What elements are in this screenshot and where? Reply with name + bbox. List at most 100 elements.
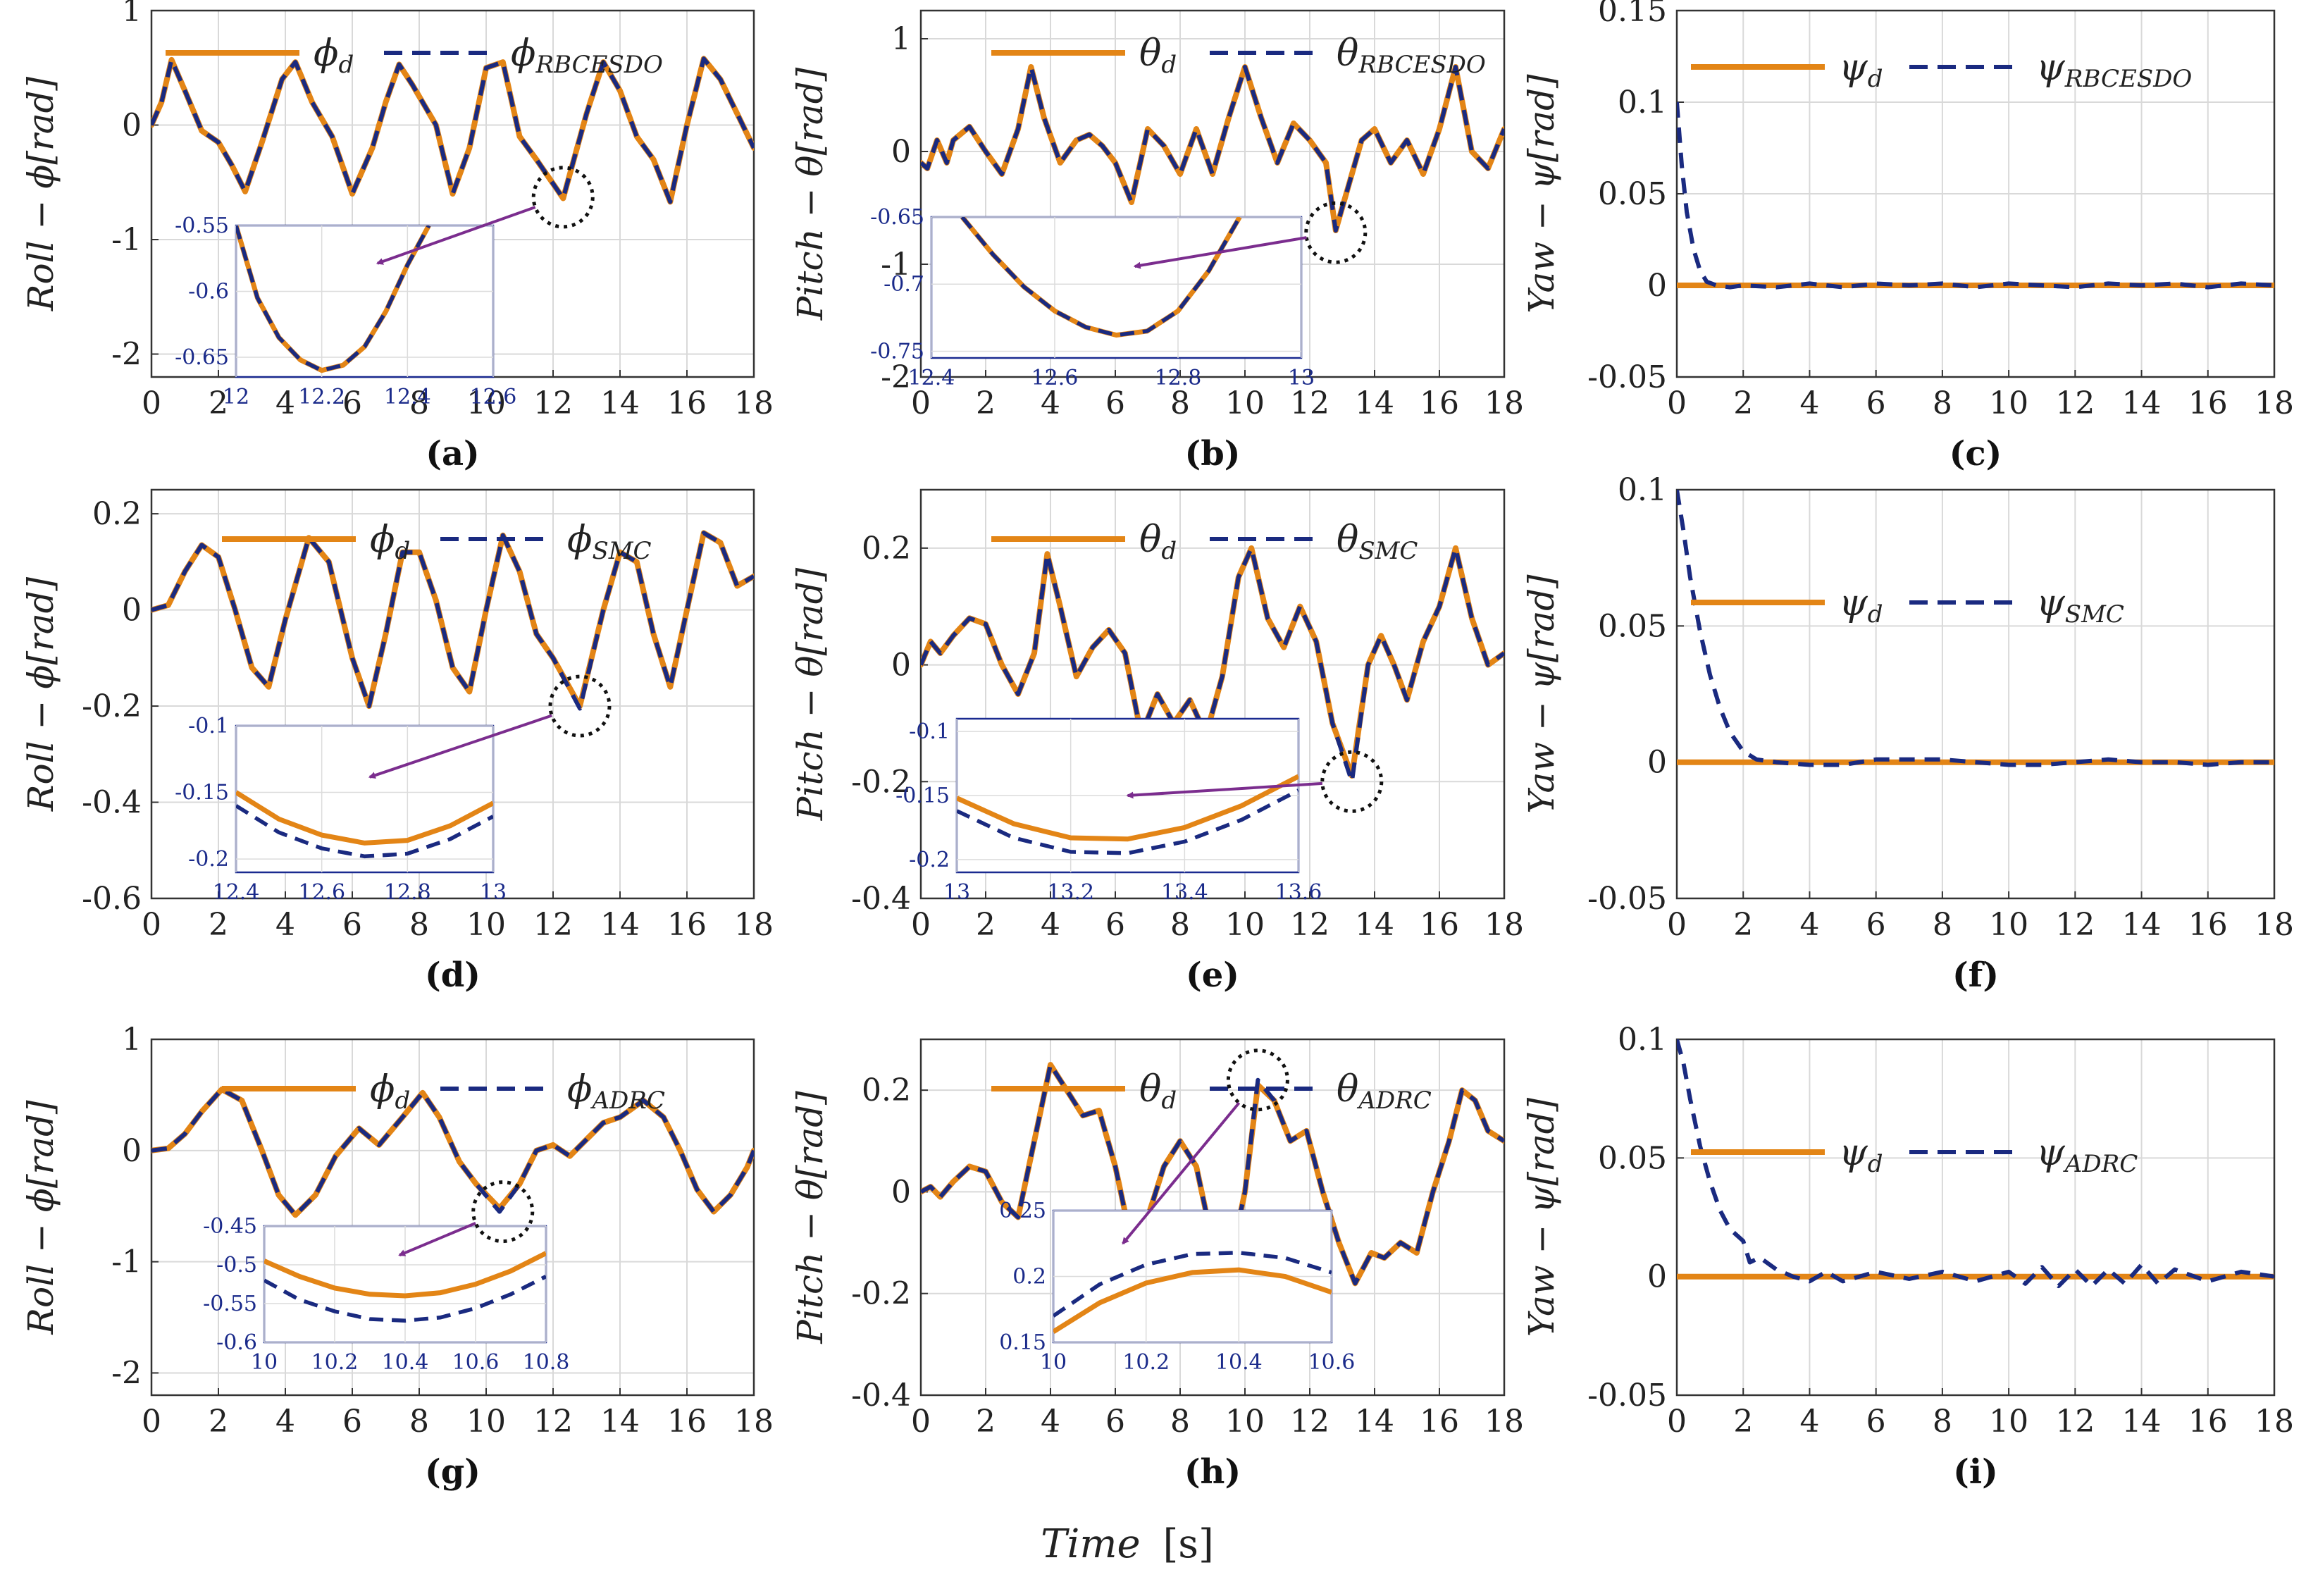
x-tick-label: 0 xyxy=(911,1404,931,1440)
y-tick-label: -0.05 xyxy=(1587,1378,1667,1413)
x-tick-label: 0 xyxy=(1667,907,1687,943)
legend-symbol: ψ xyxy=(1839,582,1868,624)
x-tick-label: 10 xyxy=(1989,385,2028,421)
x-tick-label: 12 xyxy=(533,1404,573,1440)
inset-line-actual xyxy=(264,1275,546,1323)
legend-label-desired: ψd xyxy=(1839,582,1883,629)
legend-subscript: d xyxy=(1161,537,1177,565)
y-tick-label: -2 xyxy=(111,1355,142,1391)
zoom-arrow xyxy=(1126,781,1323,799)
legend: ϕd ϕRBCESDO xyxy=(166,32,663,79)
legend-label-desired: ψd xyxy=(1839,1132,1883,1178)
legend: ψd ψADRC xyxy=(1691,1132,2138,1178)
x-tick-label: 6 xyxy=(1105,1404,1125,1440)
y-tick-label: -0.4 xyxy=(851,1378,911,1413)
inset-y-tick-label: -0.55 xyxy=(175,214,229,238)
y-axis-label: Pitch − θ[rad] xyxy=(790,67,831,321)
x-tick-label: 8 xyxy=(1170,1404,1190,1440)
legend-subscript: SMC xyxy=(592,537,651,565)
x-tick-label: 8 xyxy=(1170,385,1190,421)
inset-x-tick-label: 12.6 xyxy=(470,385,517,409)
legend-label-actual: ψADRC xyxy=(2036,1132,2138,1178)
axes-frame xyxy=(150,488,755,900)
y-tick-label: -0.6 xyxy=(82,881,142,917)
y-tick-label: 0 xyxy=(122,1133,142,1169)
panel-h: 0 2 4 6 8 10 12 14 16 18 -0.4 -0.2 0 0.2 Pitch − θ[rad… xyxy=(790,1038,1524,1492)
series-line-actual xyxy=(151,531,754,711)
x-tick-label: 10 xyxy=(1225,385,1265,421)
legend: θd θSMC xyxy=(991,519,1418,565)
x-tick-label: 0 xyxy=(1667,385,1687,421)
inset-y-tick-label: -0.55 xyxy=(203,1292,257,1316)
y-tick-label: 0.05 xyxy=(1598,608,1667,644)
legend: ψd ψRBCESDO xyxy=(1691,47,2192,93)
x-tick-label: 10 xyxy=(466,385,506,421)
x-tick-label: 12 xyxy=(2055,907,2095,943)
axes-frame xyxy=(919,488,1506,900)
series-group xyxy=(921,64,1504,233)
x-tick-label: 12 xyxy=(1290,385,1329,421)
legend-subscript: d xyxy=(1868,65,1883,93)
series-line-actual xyxy=(1677,101,2274,290)
x-tick-label: 2 xyxy=(1733,907,1753,943)
y-tick-label: -2 xyxy=(111,337,142,373)
x-tick-label: 6 xyxy=(342,385,362,421)
inset: 12.4 12.6 12.8 13 -0.1 -0.15 -0.2 xyxy=(175,714,507,905)
x-tick-label: 4 xyxy=(1799,385,1819,421)
series-line-actual xyxy=(151,1087,754,1218)
x-tick-label: 8 xyxy=(409,907,429,943)
inset-line-desired xyxy=(1053,1267,1332,1334)
axes-frame xyxy=(150,1038,755,1397)
inset-y-tick-label: 0.15 xyxy=(999,1330,1046,1355)
y-tick-label: 0.1 xyxy=(1618,1022,1667,1058)
legend-label-actual: ψSMC xyxy=(2036,582,2124,629)
inset-x-tick-label: 12.4 xyxy=(213,880,260,905)
legend-label-desired: ϕd xyxy=(370,519,410,565)
inset: 10 10.2 10.4 10.6 0.25 0.2 0.15 xyxy=(999,1199,1355,1375)
y-tick-label: -0.05 xyxy=(1587,881,1667,917)
x-tick-label: 12 xyxy=(2055,1404,2095,1440)
inset-x-tick-label: 13 xyxy=(480,880,507,905)
y-tick-label: 0 xyxy=(1647,745,1667,781)
series-line-actual xyxy=(921,65,1504,233)
x-tick-label: 2 xyxy=(209,385,228,421)
x-tick-label: 8 xyxy=(1933,385,1952,421)
y-axis-label: Roll − ϕ[rad] xyxy=(20,576,61,812)
x-tick-label: 8 xyxy=(409,385,429,421)
x-tick-label: 4 xyxy=(1041,907,1060,943)
inset-y-tick-label: -0.1 xyxy=(909,719,950,744)
x-tick-label: 18 xyxy=(1484,907,1524,943)
x-tick-label: 4 xyxy=(1041,385,1060,421)
inset-x-tick-label: 12 xyxy=(223,385,249,409)
inset-y-tick-label: 0.25 xyxy=(999,1199,1046,1223)
x-tick-label: 8 xyxy=(1170,907,1190,943)
inset-x-tick-label: 12.6 xyxy=(298,880,345,905)
inset-x-tick-label: 12.4 xyxy=(908,366,955,390)
x-tick-label: 14 xyxy=(2122,1404,2162,1440)
inset-frame xyxy=(235,224,495,378)
x-tick-label: 6 xyxy=(342,1404,362,1440)
panel-e: 0 2 4 6 8 10 12 14 16 18 -0.4 -0.2 0 0.2 Pitch − θ[rad… xyxy=(790,488,1524,995)
legend-symbol: ϕ xyxy=(370,1068,395,1111)
legend-label-actual: ψRBCESDO xyxy=(2036,47,2192,93)
legend: θd θADRC xyxy=(991,1068,1432,1115)
inset-series xyxy=(1053,1251,1332,1334)
inset-series xyxy=(236,790,493,859)
legend-symbol: θ xyxy=(1337,1068,1358,1111)
series-group xyxy=(1677,490,2274,767)
x-tick-label: 6 xyxy=(1866,385,1886,421)
legend-subscript: ADRC xyxy=(1356,1087,1431,1115)
inset-x-tick-label: 13.6 xyxy=(1275,880,1322,905)
zoom-arrow xyxy=(376,206,536,265)
inset-x-tick-label: 10.8 xyxy=(523,1350,570,1375)
inset-line-actual xyxy=(236,804,493,859)
legend-subscript: d xyxy=(395,537,410,565)
x-tick-label: 14 xyxy=(1355,1404,1394,1440)
series-line-actual xyxy=(151,56,754,204)
inset-x-tick-label: 13.4 xyxy=(1161,880,1208,905)
